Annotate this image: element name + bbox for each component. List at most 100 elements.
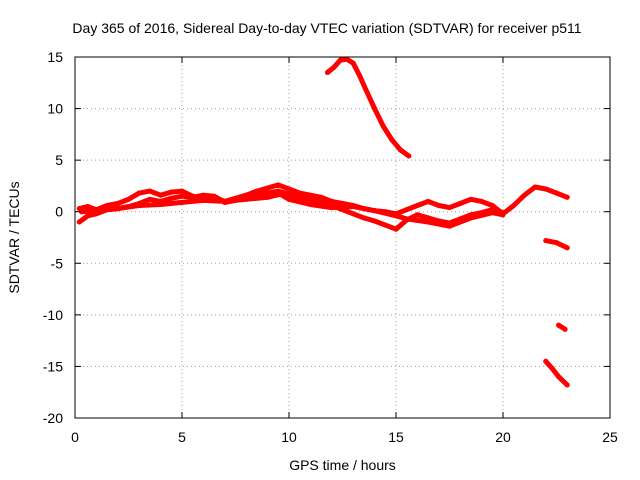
data-point bbox=[414, 203, 420, 209]
data-point bbox=[307, 192, 313, 198]
x-axis-label: GPS time / hours bbox=[289, 457, 396, 473]
data-point bbox=[393, 213, 399, 219]
data-point bbox=[372, 218, 378, 224]
data-point bbox=[136, 203, 142, 209]
data-point bbox=[115, 206, 121, 212]
x-tick-label: 10 bbox=[281, 429, 297, 445]
data-point bbox=[436, 203, 442, 209]
data-point bbox=[200, 192, 206, 198]
y-tick-label: 10 bbox=[47, 101, 63, 117]
data-point bbox=[500, 212, 506, 218]
data-point bbox=[104, 203, 110, 209]
data-point bbox=[468, 215, 474, 221]
data-point bbox=[275, 182, 281, 188]
data-point bbox=[254, 191, 260, 197]
y-axis: 15 10 5 0 -5 -10 -15 -20 bbox=[43, 49, 610, 426]
data-point bbox=[532, 184, 538, 190]
data-point bbox=[307, 196, 313, 202]
data-point bbox=[329, 205, 335, 211]
data-point bbox=[286, 186, 292, 192]
data-point bbox=[406, 153, 412, 159]
data-point bbox=[158, 201, 164, 207]
y-tick-label: -15 bbox=[43, 358, 63, 374]
data-point bbox=[243, 196, 249, 202]
data-point bbox=[265, 190, 271, 196]
x-tick-label: 20 bbox=[495, 429, 511, 445]
data-point bbox=[562, 326, 568, 332]
series-layer bbox=[76, 56, 570, 388]
data-point bbox=[76, 219, 82, 225]
data-point bbox=[479, 198, 485, 204]
y-tick-label: -10 bbox=[43, 307, 63, 323]
data-point bbox=[556, 322, 562, 328]
y-tick-label: 15 bbox=[47, 49, 63, 65]
series-trace-7 bbox=[543, 358, 570, 388]
data-point bbox=[511, 203, 517, 209]
data-point bbox=[307, 201, 313, 207]
grid bbox=[75, 57, 610, 418]
x-tick-label: 0 bbox=[71, 429, 79, 445]
data-point bbox=[543, 238, 549, 244]
data-point bbox=[126, 196, 131, 202]
data-point bbox=[168, 195, 174, 201]
data-point bbox=[372, 208, 378, 214]
plot-frame bbox=[74, 56, 611, 419]
data-point bbox=[337, 57, 343, 63]
data-point bbox=[297, 194, 303, 200]
data-point bbox=[447, 223, 452, 229]
data-point bbox=[265, 185, 271, 191]
data-point bbox=[564, 382, 570, 388]
data-point bbox=[404, 216, 410, 222]
data-point bbox=[168, 189, 174, 195]
data-point bbox=[380, 123, 386, 129]
data-point bbox=[115, 200, 121, 206]
data-point bbox=[468, 196, 474, 202]
data-point bbox=[372, 106, 378, 112]
data-point bbox=[543, 358, 549, 364]
data-point bbox=[136, 190, 142, 196]
data-point bbox=[179, 188, 185, 194]
data-point bbox=[147, 196, 153, 202]
data-point bbox=[265, 194, 271, 200]
data-point bbox=[200, 197, 206, 203]
y-tick-label: -20 bbox=[43, 410, 63, 426]
data-point bbox=[350, 204, 356, 210]
data-point bbox=[277, 191, 283, 197]
data-point bbox=[549, 365, 555, 371]
y-axis-label: SDTVAR / TECUs bbox=[6, 181, 22, 293]
x-axis: 0 5 10 15 20 25 bbox=[71, 57, 618, 445]
data-point bbox=[190, 194, 196, 200]
data-point bbox=[331, 64, 337, 70]
data-point bbox=[363, 87, 369, 93]
data-point bbox=[489, 203, 495, 209]
data-point bbox=[325, 69, 331, 75]
data-point bbox=[521, 192, 527, 198]
data-point bbox=[393, 226, 399, 232]
data-point bbox=[457, 200, 463, 206]
data-point bbox=[414, 212, 420, 218]
data-point bbox=[286, 196, 292, 202]
data-point bbox=[211, 193, 217, 199]
data-point bbox=[564, 194, 570, 200]
data-point bbox=[382, 222, 388, 228]
data-point bbox=[543, 186, 549, 192]
data-point bbox=[554, 240, 559, 246]
chart-title: Day 365 of 2016, Sidereal Day-to-day VTE… bbox=[72, 20, 581, 36]
data-point bbox=[425, 219, 431, 225]
data-point bbox=[318, 194, 324, 200]
data-point bbox=[447, 205, 452, 211]
data-point bbox=[179, 193, 185, 199]
data-point bbox=[397, 147, 403, 153]
data-point bbox=[350, 211, 356, 217]
y-tick-label: 5 bbox=[55, 152, 63, 168]
data-point bbox=[357, 73, 363, 79]
data-point bbox=[389, 137, 395, 143]
data-point bbox=[350, 60, 356, 66]
data-point bbox=[78, 209, 84, 215]
data-point bbox=[425, 198, 431, 204]
y-tick-label: -5 bbox=[51, 255, 64, 271]
data-point bbox=[179, 199, 185, 205]
data-point bbox=[158, 192, 164, 198]
data-point bbox=[489, 210, 495, 216]
